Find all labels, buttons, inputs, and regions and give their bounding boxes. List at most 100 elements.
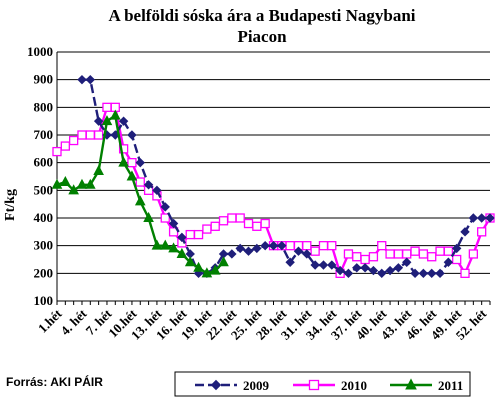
data-point-2010 [443,246,454,256]
data-point-2010 [185,229,195,240]
data-point-2009 [385,265,395,276]
data-point-2009 [85,74,96,85]
data-point-2009 [343,268,354,279]
data-point-2009 [302,249,312,259]
data-point-2009 [335,265,345,276]
data-point-2011 [76,178,88,189]
data-point-2009 [310,260,320,270]
data-point-2009 [260,240,270,251]
data-point-2009 [252,243,262,254]
data-point-2010 [402,249,412,259]
data-point-2009 [285,257,295,267]
data-point-2009 [418,268,429,279]
data-point-2010 [302,241,312,251]
y-tick-label: 1000 [27,44,53,59]
data-point-2010 [427,252,437,262]
data-point-2009 [77,74,87,85]
data-point-2009 [160,202,170,212]
y-axis-label: Ft/kg [3,189,18,221]
data-point-2009 [235,243,245,254]
data-point-2010 [385,249,395,259]
data-point-2011 [209,264,221,275]
data-point-2009 [277,240,287,251]
data-point-2010 [410,246,420,256]
y-tick-label: 100 [34,293,54,308]
data-point-2011 [218,256,229,267]
data-point-2011 [168,242,179,253]
data-point-2010 [235,213,245,223]
data-point-2011 [201,267,213,278]
y-tick-label: 900 [34,72,54,87]
data-point-2009 [93,116,104,126]
data-point-2009 [485,213,495,223]
data-point-2010 [160,213,170,223]
data-point-2010 [327,241,337,251]
data-point-2010 [435,246,445,256]
series-2011 [51,109,229,278]
y-tick-label: 600 [34,155,54,170]
data-point-2010 [377,241,387,251]
data-point-2010 [360,254,370,265]
data-point-2009 [135,157,145,168]
data-point-2011 [84,178,96,189]
data-point-2009 [352,263,362,273]
data-point-2009 [435,268,445,279]
data-point-2011 [101,115,113,126]
series-layer [51,74,495,279]
data-point-2009 [318,260,329,270]
legend-marker-2011 [405,378,417,390]
data-point-2011 [68,184,79,195]
data-point-2009 [143,180,154,190]
data-point-2011 [184,256,196,267]
data-point-2010 [52,146,62,157]
data-point-2010 [127,158,137,168]
chart-title-line-1: A belföldi sóska ára a Budapesti Nagyban… [108,6,415,25]
y-tick-label: 500 [34,182,54,197]
data-point-2010 [477,227,487,237]
data-point-2009 [402,257,412,267]
data-point-2011 [159,239,171,250]
data-point-2011 [134,195,146,206]
data-point-2009 [268,240,279,251]
data-point-2010 [102,102,112,112]
y-tick-label: 700 [34,127,54,142]
data-point-2009 [468,213,479,223]
y-tick-label: 200 [34,265,54,280]
data-point-2010 [460,268,470,278]
data-point-2009 [227,249,237,259]
data-point-2010 [227,213,237,223]
data-point-2010 [60,141,70,151]
data-point-2010 [352,252,362,262]
data-point-2009 [168,218,179,229]
data-point-2010 [85,130,95,140]
y-tick-label: 400 [34,210,54,225]
data-point-2009 [177,232,187,243]
data-point-2009 [327,260,337,270]
data-point-2010 [202,224,212,234]
series-2010 [52,102,495,278]
data-point-2009 [393,263,404,273]
data-point-2011 [193,261,204,272]
data-point-2010 [418,249,429,259]
data-point-2010 [243,218,254,229]
data-point-2011 [126,170,138,181]
x-tick-label: 4. hét [58,306,91,339]
data-point-2011 [176,247,188,258]
data-point-2009 [293,246,304,256]
data-point-2010 [118,144,129,154]
data-point-2011 [151,239,163,250]
data-point-2009 [443,257,454,267]
data-point-2009 [410,268,420,279]
data-point-2009 [127,130,137,140]
data-point-2010 [77,130,87,140]
data-point-2009 [118,116,129,126]
data-point-2010 [368,252,379,262]
data-point-2009 [243,246,254,256]
data-point-2011 [93,164,104,175]
data-point-2010 [218,216,229,226]
data-point-2009 [460,227,470,237]
axes [56,52,491,305]
data-point-2009 [377,268,387,279]
y-tick-label: 300 [34,238,54,253]
